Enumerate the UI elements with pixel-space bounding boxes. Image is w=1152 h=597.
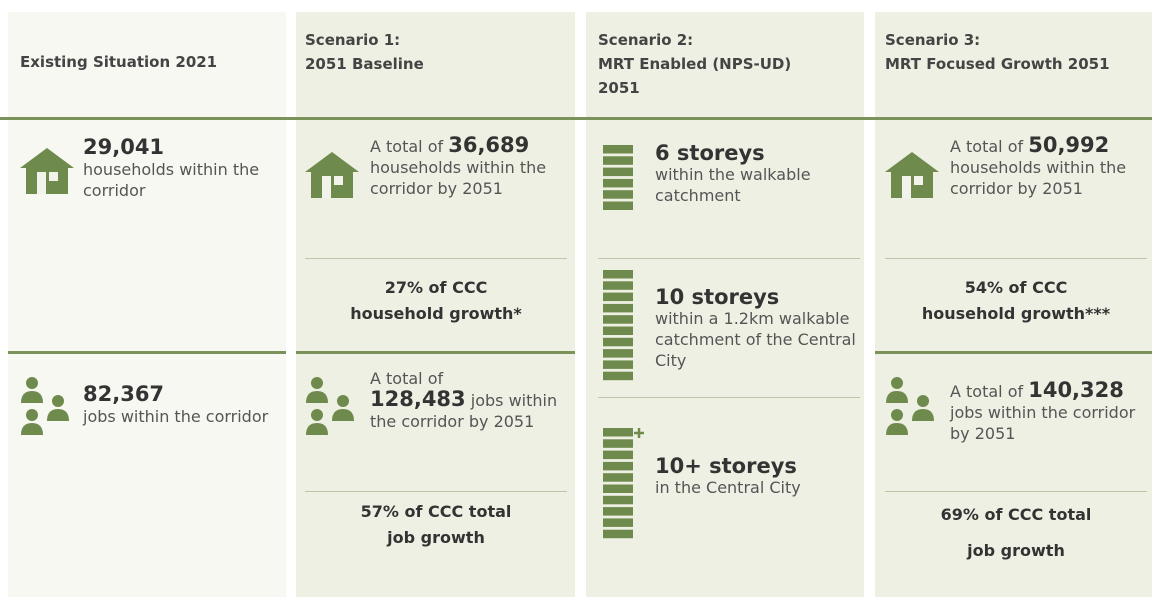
stat: A total of 50,992 households within the … bbox=[950, 135, 1150, 199]
share-line: job growth bbox=[967, 541, 1065, 560]
share: 69% of CCC total job growth bbox=[885, 497, 1147, 569]
separator bbox=[598, 258, 860, 259]
stat-prefix: A total of bbox=[950, 137, 1024, 156]
separator bbox=[305, 491, 567, 492]
storey-text: within a 1.2km walkable catchment of the… bbox=[655, 309, 856, 370]
separator bbox=[305, 258, 567, 259]
share-line: 69% of CCC total bbox=[940, 505, 1092, 524]
column-heading: Existing Situation 2021 bbox=[20, 50, 280, 74]
share: 27% of CCC household growth* bbox=[305, 275, 567, 327]
stat-text: households within the corridor by 2051 bbox=[370, 158, 547, 198]
stat: A total of 140,328 jobs within the corri… bbox=[950, 380, 1150, 444]
heading-line: Scenario 2: bbox=[598, 31, 694, 49]
storey-title: 6 storeys bbox=[655, 141, 765, 165]
share-line: household growth*** bbox=[921, 304, 1111, 323]
house-icon bbox=[885, 152, 939, 198]
heading-line: MRT Enabled (NPS-UD) bbox=[598, 55, 792, 73]
stat: A total of 36,689 households within the … bbox=[370, 135, 570, 199]
storey-title: 10+ storeys bbox=[655, 454, 797, 478]
building-icon bbox=[603, 428, 644, 539]
house-icon bbox=[305, 152, 359, 198]
share-line: household growth* bbox=[350, 304, 522, 323]
share: 54% of CCC household growth*** bbox=[885, 275, 1147, 327]
stat-text: jobs within the corridor by 2051 bbox=[950, 403, 1136, 443]
storey-block: 6 storeys within the walkable catchment bbox=[655, 143, 860, 206]
stat-number: 36,689 bbox=[448, 133, 530, 157]
heading-line: 2051 Baseline bbox=[305, 55, 424, 73]
stat-number: 128,483 bbox=[370, 387, 466, 411]
stat: 82,367 jobs within the corridor bbox=[83, 384, 283, 427]
people-icon bbox=[886, 377, 934, 435]
stat-text: jobs within the corridor bbox=[83, 407, 269, 426]
row-rule bbox=[875, 351, 1152, 354]
row-rule bbox=[296, 351, 575, 354]
column-heading: Scenario 3: MRT Focused Growth 2051 bbox=[885, 28, 1145, 76]
column bbox=[875, 12, 1152, 597]
stat-prefix: A total of bbox=[370, 137, 444, 156]
house-icon bbox=[20, 148, 74, 194]
separator bbox=[885, 491, 1147, 492]
stat-prefix: A total of bbox=[950, 382, 1024, 401]
separator bbox=[598, 397, 860, 398]
separator bbox=[885, 258, 1147, 259]
column-heading: Scenario 2: MRT Enabled (NPS-UD) 2051 bbox=[598, 28, 858, 100]
storey-text: within the walkable catchment bbox=[655, 165, 811, 205]
stat-prefix: A total of bbox=[370, 369, 444, 388]
column bbox=[296, 12, 575, 597]
stat-text: households within the corridor by 2051 bbox=[950, 158, 1127, 198]
heading-line: Scenario 1: bbox=[305, 31, 401, 49]
share-line: 57% of CCC total bbox=[360, 502, 512, 521]
heading-line: 2051 bbox=[598, 79, 640, 97]
storey-block: 10 storeys within a 1.2km walkable catchm… bbox=[655, 287, 860, 371]
share-line: job growth bbox=[387, 528, 485, 547]
stat-number: 140,328 bbox=[1028, 378, 1124, 402]
stat-suffix: jobs bbox=[470, 391, 504, 410]
building-icon bbox=[603, 145, 633, 210]
share-line: 27% of CCC bbox=[384, 278, 488, 297]
column-heading: Scenario 1: 2051 Baseline bbox=[305, 28, 565, 76]
row-rule bbox=[8, 351, 286, 354]
stat-number: 50,992 bbox=[1028, 133, 1110, 157]
building-icon bbox=[603, 270, 633, 381]
stat-number: 82,367 bbox=[83, 382, 165, 406]
storey-title: 10 storeys bbox=[655, 285, 780, 309]
column bbox=[8, 12, 286, 597]
stat-text: households within the corridor bbox=[83, 160, 260, 200]
header-rule bbox=[0, 117, 1152, 120]
heading-line: Existing Situation 2021 bbox=[20, 53, 218, 71]
stat-text: within the corridor by 2051 bbox=[370, 391, 558, 431]
share-line: 54% of CCC bbox=[964, 278, 1068, 297]
share: 57% of CCC total job growth bbox=[305, 499, 567, 551]
stat-number: 29,041 bbox=[83, 135, 165, 159]
heading-line: Scenario 3: bbox=[885, 31, 981, 49]
heading-line: MRT Focused Growth 2051 bbox=[885, 55, 1110, 73]
storey-text: in the Central City bbox=[655, 478, 801, 497]
storey-block: 10+ storeys in the Central City bbox=[655, 456, 860, 498]
stat: A total of 128,483 jobs within the corrid… bbox=[370, 368, 570, 432]
people-icon bbox=[306, 377, 354, 435]
stat: 29,041 households within the corridor bbox=[83, 137, 268, 201]
people-icon bbox=[21, 377, 69, 435]
